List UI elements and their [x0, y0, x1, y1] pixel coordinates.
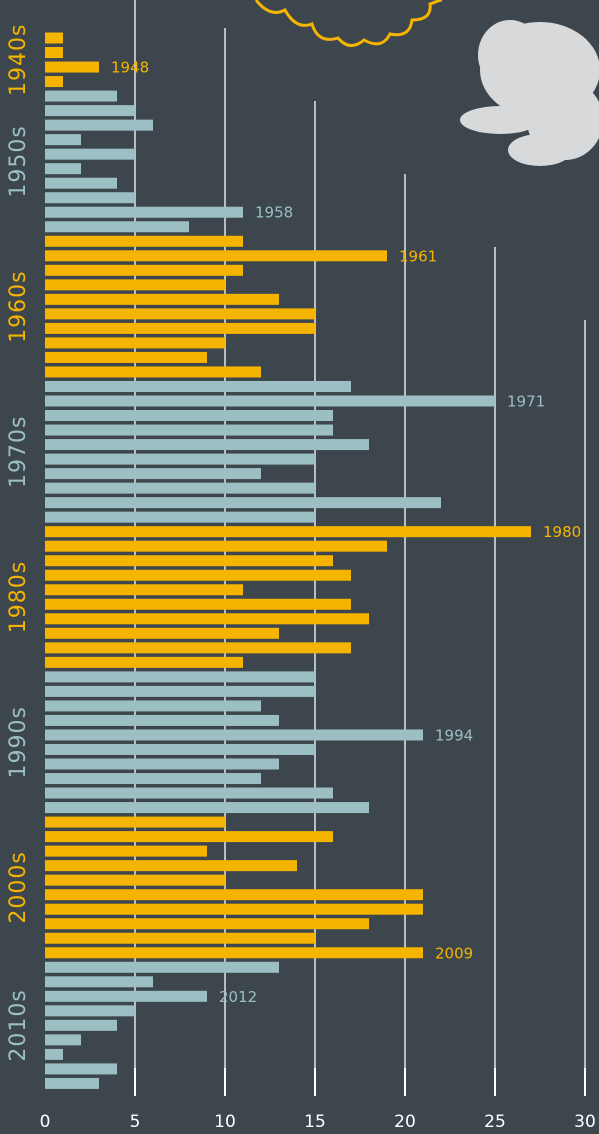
bar	[45, 265, 243, 276]
bar	[45, 396, 495, 407]
bar	[45, 105, 135, 116]
decade-label: 2010s	[6, 989, 31, 1061]
bar	[45, 454, 315, 465]
bar	[45, 468, 261, 479]
x-tick-label: 15	[304, 1112, 326, 1132]
bar	[45, 178, 117, 189]
bar	[45, 875, 225, 886]
bar	[45, 279, 225, 290]
bar	[45, 425, 333, 436]
bar	[45, 541, 387, 552]
decade-label: 1950s	[6, 125, 31, 197]
bar	[45, 1063, 117, 1074]
bar	[45, 439, 369, 450]
decade-label: 1970s	[6, 416, 31, 488]
bar	[45, 381, 351, 392]
bar	[45, 773, 261, 784]
bar	[45, 613, 369, 624]
decade-label: 2000s	[6, 851, 31, 923]
bar	[45, 497, 441, 508]
bar	[45, 846, 207, 857]
bar	[45, 671, 315, 682]
bar	[45, 1005, 135, 1016]
decade-label: 1940s	[6, 24, 31, 96]
bar	[45, 904, 423, 915]
bar	[45, 947, 423, 958]
bar	[45, 962, 279, 973]
bar	[45, 352, 207, 363]
bar-annotation: 1994	[435, 726, 473, 744]
bar	[45, 1020, 117, 1031]
bar	[45, 1049, 63, 1060]
x-tick-label: 0	[40, 1112, 51, 1132]
bar	[45, 657, 243, 668]
decade-label: 1960s	[6, 270, 31, 342]
bar	[45, 207, 243, 218]
x-tick-label: 20	[394, 1112, 416, 1132]
bar	[45, 918, 369, 929]
bar	[45, 163, 81, 174]
bar-annotation: 2009	[435, 944, 473, 962]
bar	[45, 889, 423, 900]
bar	[45, 759, 279, 770]
bar	[45, 555, 333, 566]
bar	[45, 149, 135, 160]
bar	[45, 91, 117, 102]
bar	[45, 570, 351, 581]
x-tick-label: 5	[130, 1112, 141, 1132]
x-tick-label: 25	[484, 1112, 506, 1132]
bar	[45, 976, 153, 987]
bar	[45, 642, 351, 653]
bar-annotation: 1971	[507, 393, 545, 411]
bar	[45, 221, 189, 232]
bar	[45, 599, 351, 610]
bar-annotation: 1961	[399, 247, 437, 265]
bar	[45, 250, 387, 261]
bar	[45, 33, 63, 44]
bar	[45, 831, 333, 842]
bar	[45, 62, 99, 73]
decade-label: 1990s	[6, 706, 31, 778]
bar	[45, 120, 153, 131]
bar-annotation: 2012	[219, 988, 257, 1006]
bar	[45, 715, 279, 726]
bar	[45, 410, 333, 421]
bar	[45, 47, 63, 58]
bar	[45, 991, 207, 1002]
x-tick-label: 10	[214, 1112, 236, 1132]
bar	[45, 744, 315, 755]
bar	[45, 366, 261, 377]
bar	[45, 76, 63, 87]
bar-annotation: 1980	[543, 523, 581, 541]
bar	[45, 1034, 81, 1045]
bar	[45, 802, 369, 813]
bar	[45, 308, 315, 319]
bar	[45, 1078, 99, 1089]
bar	[45, 337, 225, 348]
bar	[45, 323, 315, 334]
chart: 0 5 10 15 20 25 30 1948 1940s 1958 1950s 1961 1960s 1…	[0, 0, 599, 1134]
bar	[45, 294, 279, 305]
bar	[45, 483, 315, 494]
bar	[45, 700, 261, 711]
bar	[45, 933, 315, 944]
bar-annotation: 1958	[255, 204, 293, 222]
bar-annotation: 1948	[111, 59, 149, 77]
bar	[45, 236, 243, 247]
bar	[45, 192, 135, 203]
bar	[45, 788, 333, 799]
bar	[45, 686, 315, 697]
bar	[45, 729, 423, 740]
bar	[45, 526, 531, 537]
bar	[45, 512, 315, 523]
bar	[45, 860, 297, 871]
bar	[45, 817, 225, 828]
decade-label: 1980s	[6, 561, 31, 633]
bar	[45, 134, 81, 145]
bar	[45, 628, 279, 639]
bar	[45, 584, 243, 595]
x-tick-label: 30	[574, 1112, 596, 1132]
